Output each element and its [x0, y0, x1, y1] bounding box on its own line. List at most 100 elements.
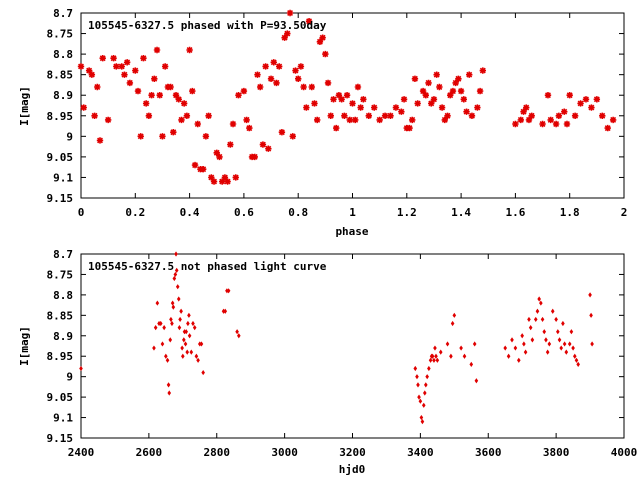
data-point: [433, 71, 440, 78]
data-point: [179, 308, 183, 314]
data-point: [445, 341, 450, 347]
data-point: [210, 178, 218, 185]
data-point: [433, 345, 437, 351]
data-point: [311, 100, 318, 107]
y-tick-label: 9: [66, 130, 73, 143]
data-point: [240, 87, 248, 95]
data-point: [213, 149, 220, 156]
data-point: [319, 34, 326, 41]
data-point: [275, 63, 283, 70]
data-point: [113, 63, 120, 70]
data-point: [205, 112, 212, 119]
data-point: [278, 129, 286, 136]
data-point: [235, 92, 242, 99]
data-point: [185, 349, 190, 355]
data-point: [159, 133, 166, 140]
data-point: [425, 79, 432, 87]
data-point: [286, 9, 294, 17]
data-point: [460, 96, 468, 103]
data-point: [174, 267, 179, 273]
data-point: [243, 116, 250, 124]
x-tick-label: 2800: [204, 446, 231, 459]
data-point: [181, 353, 185, 359]
x-tick-label: 3400: [407, 446, 434, 459]
data-point: [162, 325, 166, 331]
data-point: [452, 312, 457, 318]
data-point: [96, 137, 104, 144]
data-point: [172, 275, 177, 282]
data-point: [232, 174, 239, 181]
data-point: [161, 63, 169, 70]
data-point: [153, 325, 158, 331]
x-tick-label: 0.4: [180, 206, 200, 219]
y-tick-label: 8.95: [47, 110, 74, 123]
data-point: [305, 18, 313, 25]
data-point: [599, 112, 606, 119]
data-point: [94, 83, 101, 91]
data-point: [300, 83, 307, 91]
data-point: [559, 345, 564, 351]
data-point: [449, 87, 457, 95]
data-point: [153, 46, 161, 54]
data-point: [226, 288, 231, 294]
data-point: [265, 145, 272, 152]
data-point: [418, 398, 423, 404]
data-point: [544, 92, 552, 99]
data-point: [455, 75, 462, 82]
data-point: [400, 96, 408, 103]
y-tick-label: 8.8: [53, 48, 73, 61]
data-point: [552, 120, 560, 128]
y-tick-label: 8.7: [53, 7, 73, 20]
data-point: [503, 345, 508, 351]
data-point: [194, 353, 199, 359]
data-point: [571, 345, 575, 351]
data-point: [237, 333, 241, 339]
data-point: [425, 374, 429, 380]
phased-light-curve-panel: 0 0.2 0.4 0.6 0.8 1 1.2 1.4 1.6 1.8 2 8.7 8.75 8.8 8.…: [18, 7, 627, 238]
data-point: [177, 325, 182, 331]
data-point: [289, 133, 296, 140]
data-point: [354, 83, 362, 91]
data-point: [349, 100, 356, 107]
data-point: [398, 108, 405, 115]
data-point: [468, 112, 476, 119]
x-tick-label: 3600: [475, 446, 502, 459]
data-point: [223, 308, 228, 314]
data-point: [567, 341, 572, 347]
x-axis-ticks: 0 0.2 0.4 0.6 0.8 1 1.2 1.4 1.6 1.8 2: [78, 13, 627, 219]
data-point: [168, 337, 173, 343]
x-tick-label: 1.8: [560, 206, 580, 219]
data-point: [474, 104, 481, 111]
data-point: [246, 124, 253, 132]
data-point: [414, 100, 421, 107]
data-point: [189, 87, 196, 95]
x-tick-label: 2600: [136, 446, 163, 459]
data-point: [132, 67, 139, 74]
data-point: [539, 300, 543, 306]
data-point: [126, 79, 134, 87]
data-point: [164, 353, 168, 359]
data-point: [528, 112, 535, 119]
data-point: [224, 178, 231, 185]
data-point: [422, 92, 430, 99]
data-point: [421, 402, 426, 408]
y-tick-label: 8.85: [47, 69, 74, 82]
data-point: [330, 96, 337, 103]
data-point: [520, 108, 527, 115]
data-point: [88, 71, 96, 78]
data-point: [167, 390, 172, 396]
data-point: [411, 75, 419, 82]
data-point: [537, 296, 541, 302]
data-point: [216, 153, 223, 161]
y-tick-label: 8.75: [47, 28, 74, 41]
data-point: [539, 120, 546, 128]
data-point: [588, 292, 592, 298]
y-tick-label: 8.9: [53, 330, 73, 343]
y-tick-label: 8.7: [53, 248, 73, 261]
data-point: [176, 296, 181, 302]
data-point: [178, 316, 182, 323]
data-point: [523, 349, 528, 355]
x-tick-label: 0.8: [288, 206, 308, 219]
data-point: [444, 112, 451, 119]
data-point: [123, 59, 131, 66]
